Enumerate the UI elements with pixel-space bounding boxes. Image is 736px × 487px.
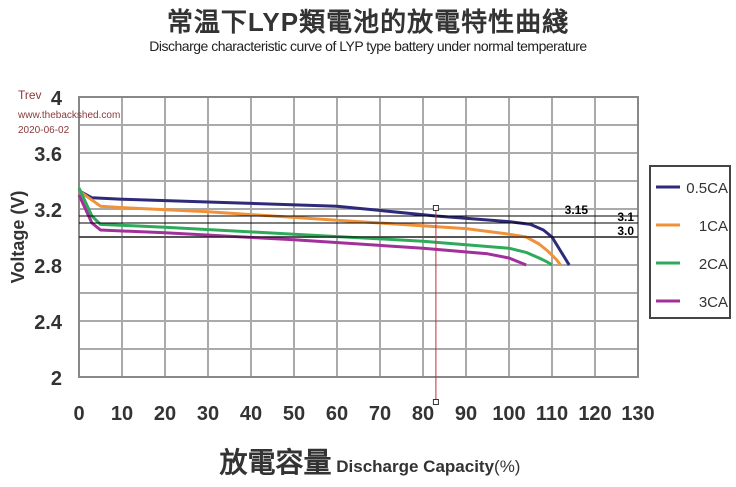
- x-tick-label: 110: [536, 403, 568, 425]
- x-tick-label: 130: [621, 403, 654, 425]
- x-tick-label: 0: [73, 403, 84, 425]
- legend-label: 3CA: [699, 294, 728, 311]
- x-tick-label: 50: [283, 403, 305, 425]
- marker-handle-top: [432, 205, 439, 211]
- date-note: 2020-06-02: [18, 125, 70, 136]
- y-tick-label: 2.4: [34, 312, 63, 334]
- legend-label: 2CA: [699, 256, 728, 273]
- marker-handle-bottom: [432, 399, 439, 405]
- x-tick-label: 100: [492, 403, 525, 425]
- reference-label: 3.0: [617, 224, 634, 238]
- chart-title-english: Discharge characteristic curve of LYP ty…: [149, 38, 587, 54]
- legend-box: [649, 165, 731, 319]
- reference-label: 3.15: [565, 203, 589, 217]
- x-tick-label: 80: [412, 403, 434, 425]
- x-tick-label: 70: [369, 403, 391, 425]
- series-line-1CA: [78, 189, 562, 266]
- x-tick-label: 10: [111, 403, 133, 425]
- y-tick-label: 4: [51, 88, 63, 110]
- x-axis-label-part: Discharge Capacity: [332, 457, 495, 476]
- series-line-3CA: [77, 194, 527, 267]
- x-axis-label-part: (%): [494, 457, 520, 476]
- legend-label: 1CA: [699, 218, 728, 235]
- site-note: www.thebackshed.com: [18, 110, 121, 121]
- series-line-2CA: [77, 187, 553, 267]
- reference-label: 3.1: [617, 210, 634, 224]
- x-tick-label: 40: [240, 403, 262, 425]
- x-tick-label: 120: [578, 403, 611, 425]
- chart-title-chinese: 常温下LYP類電池的放電特性曲綫: [166, 7, 570, 37]
- y-tick-label: 3.2: [34, 200, 62, 222]
- legend-label: 0.5CA: [686, 180, 728, 197]
- y-axis-label: Voltage (V): [8, 191, 28, 284]
- x-axis-label: 放電容量 Discharge Capacity(%): [219, 446, 521, 478]
- series-line-0.5CA: [78, 189, 571, 266]
- y-tick-label: 3.6: [34, 144, 62, 166]
- x-axis-label-part: 放電容量: [219, 446, 332, 478]
- y-tick-label: 2: [51, 368, 62, 390]
- y-tick-label: 2.8: [34, 256, 62, 278]
- x-tick-label: 90: [455, 403, 477, 425]
- x-tick-label: 60: [326, 403, 348, 425]
- x-tick-label: 20: [154, 403, 176, 425]
- x-tick-label: 30: [197, 403, 219, 425]
- author-note: Trev: [18, 88, 42, 102]
